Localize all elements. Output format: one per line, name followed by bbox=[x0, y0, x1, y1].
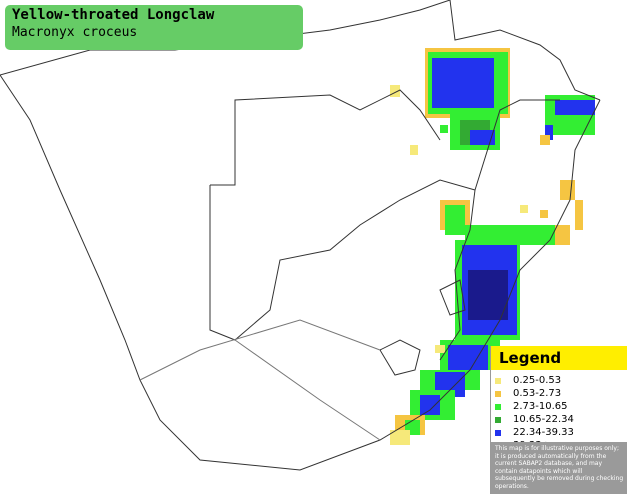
range-cell bbox=[448, 345, 488, 370]
legend-swatch bbox=[495, 429, 501, 436]
legend-swatch bbox=[495, 416, 501, 423]
province-line bbox=[139, 319, 381, 441]
range-cell bbox=[410, 145, 418, 155]
legend-item: 2.73-10.65 bbox=[495, 400, 627, 413]
range-cell bbox=[432, 58, 494, 108]
range-cell bbox=[468, 270, 508, 320]
range-cell bbox=[555, 225, 570, 245]
legend-label: 0.53-2.73 bbox=[513, 388, 562, 399]
legend-swatch bbox=[495, 377, 501, 384]
range-cell bbox=[470, 130, 495, 145]
lesotho-border bbox=[379, 339, 421, 376]
title: Yellow-throated Longclaw bbox=[12, 7, 215, 23]
range-cell bbox=[520, 205, 528, 213]
range-cell bbox=[390, 85, 400, 97]
range-cell bbox=[540, 210, 548, 218]
legend-swatch bbox=[495, 403, 501, 410]
range-cell bbox=[555, 100, 595, 115]
border bbox=[210, 89, 441, 186]
legend-items: 0.25-0.53 0.53-2.73 2.73-10.65 10.65-22.34 2… bbox=[491, 370, 627, 452]
range-cell bbox=[440, 125, 448, 133]
legend-label: 0.25-0.53 bbox=[513, 375, 562, 386]
range-cell bbox=[445, 205, 465, 235]
legend-item: 10.65-22.34 bbox=[495, 413, 627, 426]
range-cells bbox=[390, 48, 595, 445]
border bbox=[209, 179, 476, 361]
range-cell bbox=[390, 430, 410, 445]
range-cell bbox=[420, 395, 440, 415]
range-cell bbox=[435, 345, 445, 353]
legend-title: Legend bbox=[491, 346, 627, 370]
range-cell bbox=[540, 135, 550, 145]
legend-label: 2.73-10.65 bbox=[513, 401, 568, 412]
eswatini-border bbox=[439, 279, 466, 316]
legend-label: 22.34-39.33 bbox=[513, 427, 574, 438]
subtitle: Macronyx croceus bbox=[12, 25, 138, 40]
legend: Legend 0.25-0.53 0.53-2.73 2.73-10.65 10.65… bbox=[490, 346, 627, 494]
border bbox=[449, 0, 601, 101]
legend-item: 22.34-39.33 bbox=[495, 426, 627, 439]
border bbox=[474, 99, 560, 191]
disclaimer: This map is for illustrative purposes on… bbox=[491, 442, 627, 494]
title-box: Yellow-throated Longclaw Macronyx croceu… bbox=[5, 5, 303, 50]
legend-item: 0.25-0.53 bbox=[495, 374, 627, 387]
range-cell bbox=[560, 180, 575, 200]
range-cell bbox=[575, 200, 583, 230]
range-cell bbox=[545, 125, 553, 140]
legend-item: 0.53-2.73 bbox=[495, 387, 627, 400]
legend-swatch bbox=[495, 390, 501, 397]
legend-label: 10.65-22.34 bbox=[513, 414, 574, 425]
